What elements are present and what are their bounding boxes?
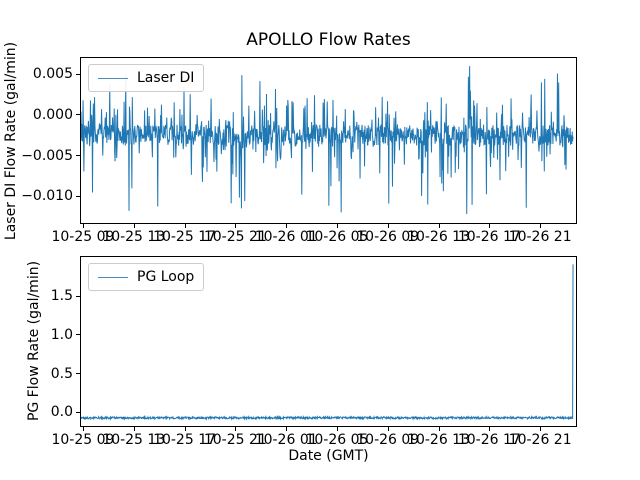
laser-di-line-series	[81, 66, 574, 215]
x-tick-label: 10-25 09	[51, 229, 115, 245]
figure-title: APOLLO Flow Rates	[246, 30, 411, 50]
x-tick-label: 10-25 21	[203, 229, 267, 245]
x-tick-mark	[489, 224, 491, 228]
x-tick-mark	[336, 224, 338, 228]
laser-di-legend-line-icon	[98, 77, 128, 79]
top-subplot-axes: Laser DI	[80, 57, 577, 224]
x-tick-label: 10-26 13	[407, 229, 470, 245]
x-tick-mark	[235, 224, 237, 228]
y-tick-mark	[76, 373, 80, 375]
x-tick-label: 10-26 13	[407, 432, 470, 448]
x-tick-label: 10-26 05	[305, 432, 369, 448]
top-legend: Laser DI	[88, 64, 205, 92]
x-tick-label: 10-26 05	[305, 229, 369, 245]
y-tick-mark	[76, 114, 80, 116]
x-tick-mark	[133, 427, 135, 431]
x-tick-mark	[133, 224, 135, 228]
pg-loop-legend-line-icon	[98, 276, 128, 278]
x-tick-label: 10-25 09	[51, 432, 115, 448]
y-tick-mark	[76, 195, 80, 197]
x-tick-mark	[438, 427, 440, 431]
x-tick-label: 10-26 09	[356, 229, 420, 245]
x-tick-label: 10-26 21	[508, 432, 572, 448]
y-tick-label: 0.5	[50, 365, 73, 382]
y-tick-mark	[76, 411, 80, 413]
x-tick-label: 10-26 21	[508, 229, 572, 245]
y-tick-label: 0.005	[32, 66, 73, 83]
y-tick-mark	[76, 295, 80, 297]
y-tick-label: 1.0	[50, 326, 73, 343]
x-tick-mark	[540, 224, 542, 228]
x-tick-mark	[540, 427, 542, 431]
y-tick-mark	[76, 73, 80, 75]
x-tick-label: 10-26 01	[254, 432, 318, 448]
bottom-legend: PG Loop	[88, 263, 205, 291]
x-tick-label: 10-26 17	[457, 229, 521, 245]
x-tick-label: 10-25 13	[102, 432, 166, 448]
laser-di-legend-label: Laser DI	[137, 70, 195, 86]
x-tick-label: 10-25 17	[153, 229, 217, 245]
x-tick-mark	[82, 427, 84, 431]
x-tick-mark	[387, 224, 389, 228]
x-axis-label: Date (GMT)	[288, 448, 369, 464]
y-tick-label: 0.0	[50, 404, 73, 421]
x-tick-mark	[286, 224, 288, 228]
x-tick-label: 10-26 01	[254, 229, 318, 245]
bottom-subplot-axes: PG Loop	[80, 256, 577, 427]
x-tick-mark	[235, 427, 237, 431]
x-tick-mark	[438, 224, 440, 228]
x-tick-label: 10-25 17	[153, 432, 217, 448]
x-tick-mark	[82, 224, 84, 228]
y-tick-mark	[76, 334, 80, 336]
x-tick-label: 10-26 09	[356, 432, 420, 448]
x-tick-mark	[286, 427, 288, 431]
x-tick-label: 10-25 21	[203, 432, 267, 448]
x-tick-mark	[387, 427, 389, 431]
x-tick-mark	[489, 427, 491, 431]
x-tick-label: 10-25 13	[102, 229, 166, 245]
x-tick-label: 10-26 17	[457, 432, 521, 448]
y-tick-mark	[76, 155, 80, 157]
pg-loop-line-series	[81, 264, 574, 421]
x-tick-mark	[184, 224, 186, 228]
y-tick-label: 0.000	[32, 106, 73, 123]
y-tick-label: −0.005	[21, 147, 73, 164]
x-tick-mark	[336, 427, 338, 431]
y-tick-label: −0.010	[21, 188, 73, 205]
y-tick-label: 1.5	[50, 288, 73, 305]
x-tick-mark	[184, 427, 186, 431]
pg-loop-legend-label: PG Loop	[137, 269, 195, 285]
